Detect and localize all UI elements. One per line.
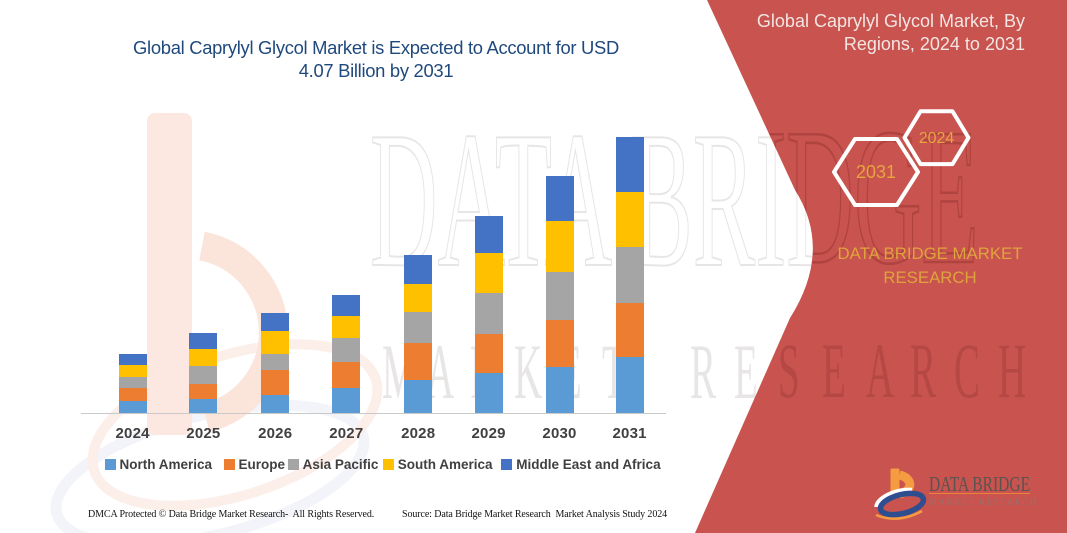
svg-text:E: E (822, 329, 846, 415)
svg-text:H: H (998, 329, 1026, 415)
svg-text:C: C (954, 329, 980, 415)
svg-text:S: S (778, 329, 800, 415)
svg-text:R: R (910, 329, 937, 415)
svg-text:R: R (690, 329, 717, 415)
svg-text:A: A (866, 329, 894, 415)
svg-text:E: E (734, 329, 758, 415)
